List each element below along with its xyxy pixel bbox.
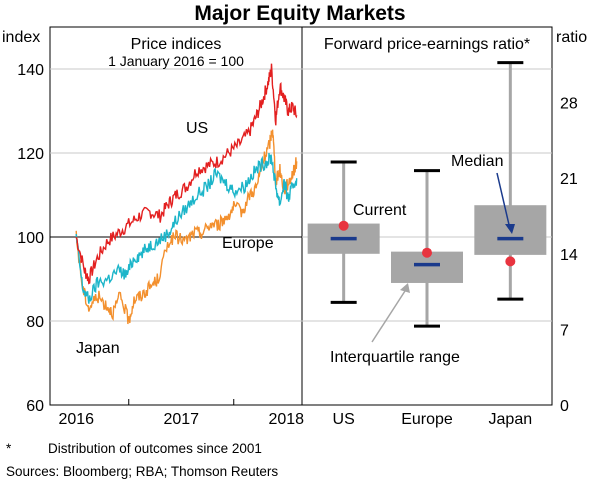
gridlines [50, 68, 552, 322]
left-y-tick-label: 140 [17, 62, 44, 79]
series-line-us [75, 63, 298, 285]
x-tick-label: 2016 [58, 411, 94, 428]
category-label-europe: Europe [401, 411, 453, 428]
series-label-japan: Japan [76, 340, 120, 357]
left-y-tick-label: 80 [26, 314, 44, 331]
right-y-ticks: 0 7 14 21 28 [560, 96, 578, 415]
right-y-tick-label: 0 [560, 398, 569, 415]
right-panel-title: Forward price-earnings ratio* [324, 36, 530, 53]
left-y-tick-label: 120 [17, 146, 44, 163]
footnote-marker: * [6, 441, 12, 456]
iqr-pointer-line [371, 290, 406, 343]
left-panel-title: Price indices [131, 36, 222, 53]
annotation-interquartile-range: Interquartile range [330, 349, 460, 366]
series-line-japan [75, 129, 298, 325]
sources-text: Sources: Bloomberg; RBA; Thomson Reuters [6, 464, 278, 479]
series-line-europe [75, 152, 298, 304]
x-tick-label: 2018 [268, 411, 304, 428]
box-plot-group [307, 61, 547, 328]
left-y-tick-label: 60 [26, 398, 44, 415]
annotation-median: Median [451, 153, 503, 170]
right-y-tick-label: 14 [560, 247, 578, 264]
plot-frame [49, 26, 553, 406]
line-series-group [75, 63, 298, 325]
category-label-japan: Japan [489, 411, 533, 428]
right-y-tick-label: 7 [560, 322, 569, 339]
current-marker-japan [505, 256, 516, 267]
series-label-us: US [186, 120, 208, 137]
left-panel-subtitle: 1 January 2016 = 100 [108, 53, 244, 69]
current-marker-us [338, 220, 349, 231]
current-marker-europe [422, 247, 432, 258]
category-label-us: US [333, 411, 355, 428]
right-axis-unit-label: ratio [556, 29, 587, 46]
left-y-tick-label: 100 [17, 230, 44, 247]
footnote-text: Distribution of outcomes since 2001 [48, 441, 262, 456]
iqr-pointer-arrowhead [400, 283, 410, 293]
series-label-europe: Europe [222, 235, 274, 252]
median-pointer-arrowhead [505, 224, 515, 234]
chart-title: Major Equity Markets [194, 2, 405, 25]
x-tick-label: 2017 [163, 411, 199, 428]
left-axis-unit-label: index [2, 29, 40, 46]
left-y-ticks: 60 80 100 120 140 [17, 62, 44, 415]
median-pointer-line [496, 172, 511, 230]
annotation-current: Current [353, 202, 407, 219]
right-y-tick-label: 21 [560, 171, 578, 188]
right-y-tick-label: 28 [560, 96, 578, 113]
